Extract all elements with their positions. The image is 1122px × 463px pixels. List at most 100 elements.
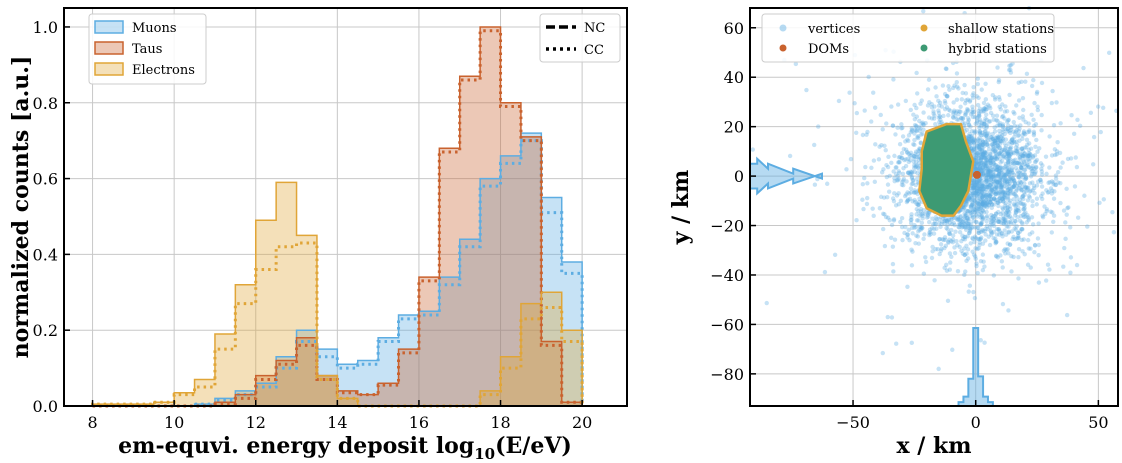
vertex-point: [990, 131, 995, 137]
vertex-point: [978, 236, 983, 242]
vertex-point: [1032, 190, 1037, 196]
vertex-point: [1072, 184, 1078, 189]
vertex-point: [975, 102, 981, 108]
vertex-point: [1000, 206, 1006, 212]
vertex-point: [836, 98, 842, 104]
vertex-point: [878, 194, 884, 200]
vertex-point: [854, 218, 859, 223]
vertex-point: [909, 181, 915, 187]
vertex-point: [1021, 196, 1026, 202]
vertex-point: [995, 164, 1000, 170]
vertex-point: [1021, 130, 1027, 136]
vertex-point: [988, 229, 994, 235]
vertex-point: [917, 227, 922, 233]
vertex-point: [933, 85, 938, 90]
vertex-point: [992, 140, 998, 145]
vertex-point: [968, 209, 973, 215]
vertex-point: [896, 160, 901, 165]
vertex-point: [992, 157, 998, 162]
vertex-point: [1016, 235, 1021, 241]
histogram-xlabel: em-equvi. energy deposit log10(E/eV): [118, 433, 572, 463]
vertex-point: [1002, 178, 1008, 183]
vertex-point: [1009, 269, 1014, 274]
vertex-point: [1050, 210, 1055, 215]
vertex-point: [1038, 179, 1044, 185]
vertex-point: [947, 87, 952, 92]
vertex-point: [945, 298, 951, 304]
vertex-point: [1027, 165, 1032, 170]
histogram-ytick-label: 0.2: [33, 321, 58, 340]
vertex-point: [997, 195, 1003, 201]
vertex-point: [1007, 169, 1012, 174]
vertex-point: [1010, 176, 1015, 181]
vertex-point: [1058, 121, 1063, 126]
hist-fill-muons-nc: [92, 133, 583, 407]
vertex-point: [1045, 262, 1051, 267]
vertex-point: [968, 138, 974, 143]
vertex-point: [1044, 207, 1050, 212]
vertex-point: [974, 190, 979, 195]
vertex-point: [973, 184, 978, 190]
vertex-point: [984, 165, 989, 171]
vertex-point: [899, 224, 905, 230]
vertex-point: [988, 197, 994, 202]
vertex-point: [926, 211, 932, 216]
vertex-point: [959, 225, 964, 230]
vertex-point: [995, 200, 1000, 205]
vertex-point: [1010, 150, 1016, 155]
vertex-point: [1011, 177, 1016, 182]
vertex-point: [996, 151, 1002, 157]
vertex-point: [994, 153, 999, 158]
vertex-point: [985, 185, 991, 190]
vertex-point: [1002, 179, 1008, 185]
vertex-point: [1015, 146, 1021, 151]
vertex-point: [975, 81, 980, 87]
vertex-point: [906, 170, 911, 175]
vertex-point: [1007, 157, 1013, 162]
vertex-point: [1007, 242, 1013, 248]
vertex-point: [896, 155, 902, 160]
vertex-point: [997, 232, 1002, 237]
vertex-point: [1000, 196, 1005, 201]
vertex-point: [1035, 236, 1041, 241]
vertex-point: [914, 128, 920, 133]
vertex-point: [989, 215, 994, 221]
vertex-point: [964, 127, 970, 133]
vertex-point: [971, 109, 977, 115]
vertex-point: [1001, 172, 1006, 178]
vertex-point: [919, 132, 924, 137]
vertex-point: [1008, 188, 1014, 193]
vertex-point: [1011, 179, 1017, 184]
vertex-point: [988, 155, 994, 160]
vertex-point: [969, 197, 974, 203]
vertex-point: [1005, 151, 1011, 157]
vertex-point: [971, 185, 977, 191]
vertex-point: [991, 179, 996, 185]
vertex-point: [983, 81, 988, 86]
vertex-point: [1030, 222, 1036, 227]
vertex-point: [1008, 174, 1013, 180]
vertex-point: [909, 263, 915, 268]
vertex-point: [965, 107, 970, 112]
vertex-point: [907, 237, 912, 243]
vertex-point: [812, 142, 817, 148]
vertex-point: [993, 215, 999, 221]
vertex-point: [978, 192, 983, 197]
vertex-point: [942, 106, 948, 112]
vertex-point: [963, 213, 968, 219]
vertex-point: [947, 231, 952, 237]
vertex-point: [968, 112, 974, 117]
vertex-point: [996, 135, 1001, 140]
vertex-point: [971, 214, 976, 220]
vertex-point: [916, 209, 921, 214]
vertex-point: [1047, 179, 1052, 185]
vertex-point: [986, 170, 991, 176]
vertex-point: [1006, 156, 1012, 161]
vertex-point: [1023, 176, 1029, 181]
vertex-point: [990, 185, 995, 190]
vertex-point: [933, 122, 938, 127]
vertex-point: [1003, 218, 1008, 223]
vertex-point: [995, 143, 1000, 148]
vertex-point: [1009, 170, 1015, 175]
vertex-point: [991, 157, 996, 163]
